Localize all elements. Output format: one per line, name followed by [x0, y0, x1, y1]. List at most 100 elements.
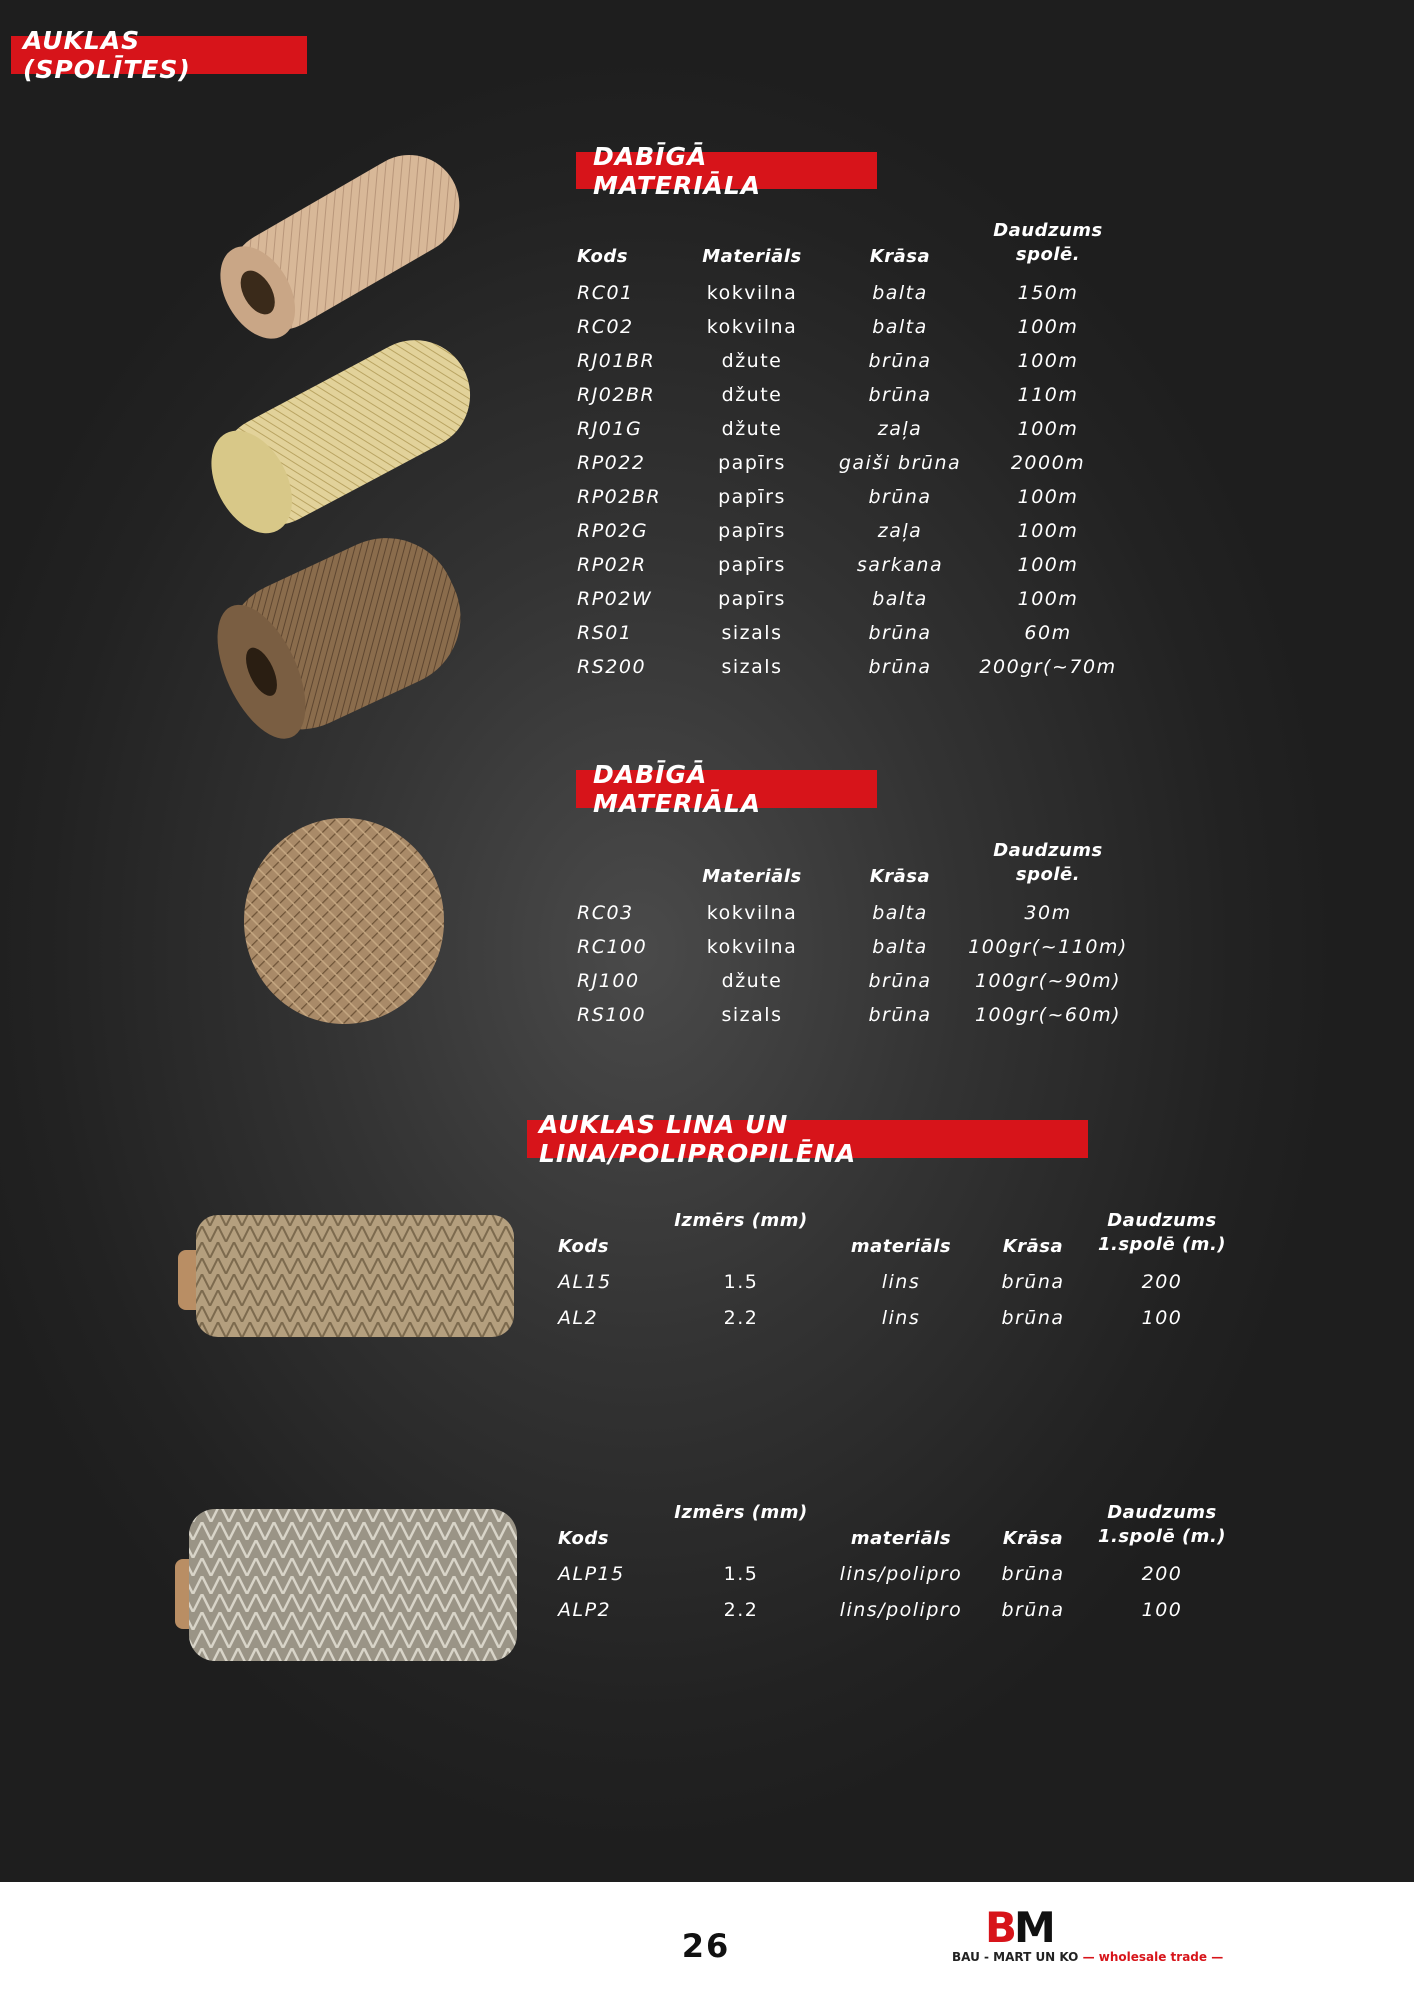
- table-cell: ALP2: [558, 1599, 612, 1621]
- page-number: 26: [681, 1927, 731, 1965]
- table-cell: balta: [872, 282, 928, 304]
- table-cell: brūna: [1001, 1271, 1065, 1293]
- table-cell: 100m: [1017, 554, 1079, 576]
- table-cell: 1.5: [723, 1271, 759, 1293]
- table-cell: 100m: [1017, 418, 1079, 440]
- table-cell: RC01: [577, 282, 634, 304]
- cotton-spool: [220, 155, 460, 339]
- table-cell: lins: [881, 1271, 921, 1293]
- table-cell: RJ02BR: [577, 384, 656, 406]
- column-header: Krāsa: [1002, 1236, 1064, 1257]
- table-cell: brūna: [1001, 1563, 1065, 1585]
- table-cell: 100m: [1017, 520, 1079, 542]
- table-cell: brūna: [868, 622, 932, 644]
- column-header: Izmērs (mm): [674, 1502, 808, 1523]
- table-cell: RS200: [577, 656, 647, 678]
- table-cell: ALP15: [558, 1563, 625, 1585]
- table-cell: sizals: [721, 622, 783, 644]
- logo-mark: BM: [985, 1903, 1056, 1952]
- section2-title: DABĪGĀ MATERIĀLA: [576, 760, 877, 818]
- table-cell: RP02R: [577, 554, 647, 576]
- table-cell: AL2: [558, 1307, 599, 1329]
- table-cell: 200: [1141, 1563, 1183, 1585]
- table-cell: sarkana: [856, 554, 944, 576]
- page-title: AUKLAS (SPOLĪTES): [11, 26, 307, 84]
- table-cell: 60m: [1024, 622, 1072, 644]
- table-cell: 200: [1141, 1271, 1183, 1293]
- table-cell: RC03: [577, 902, 634, 924]
- table-cell: 100gr(~110m): [968, 936, 1128, 958]
- table-cell: balta: [872, 936, 928, 958]
- table-cell: zaļa: [877, 418, 923, 440]
- table-cell: papīrs: [718, 520, 786, 542]
- table-cell: balta: [872, 316, 928, 338]
- column-header: Kods: [558, 1528, 609, 1549]
- table-cell: 2.2: [723, 1307, 759, 1329]
- table-cell: lins/polipro: [839, 1563, 963, 1585]
- table-cell: brūna: [868, 970, 932, 992]
- column-header: Kods: [577, 246, 628, 267]
- table-cell: RJ01BR: [577, 350, 656, 372]
- table-cell: džute: [721, 418, 783, 440]
- table-cell: kokvilna: [706, 902, 798, 924]
- table-cell: AL15: [558, 1271, 612, 1293]
- column-header: Izmērs (mm): [674, 1210, 808, 1231]
- table-cell: balta: [872, 588, 928, 610]
- linen-polypro-spool-image: [175, 1509, 517, 1661]
- section1-title: DABĪGĀ MATERIĀLA: [576, 142, 877, 200]
- table-cell: kokvilna: [706, 316, 798, 338]
- table-cell: papīrs: [718, 486, 786, 508]
- table-cell: 100: [1141, 1307, 1183, 1329]
- table-cell: 100: [1141, 1599, 1183, 1621]
- table-cell: 30m: [1024, 902, 1072, 924]
- table-cell: 100m: [1017, 486, 1079, 508]
- table-cell: sizals: [721, 1004, 783, 1026]
- table-cell: papīrs: [718, 452, 786, 474]
- table-cell: brūna: [868, 486, 932, 508]
- table-cell: RP022: [577, 452, 646, 474]
- table-cell: kokvilna: [706, 936, 798, 958]
- linen-spool-image: [178, 1215, 514, 1337]
- table-cell: kokvilna: [706, 282, 798, 304]
- table-cell: RP02G: [577, 520, 649, 542]
- table-cell: RJ01G: [577, 418, 643, 440]
- column-header: materiāls: [850, 1528, 952, 1549]
- table-cell: 1.5: [723, 1563, 759, 1585]
- table-cell: lins/polipro: [839, 1599, 963, 1621]
- table-cell: balta: [872, 902, 928, 924]
- column-header: Materiāls: [702, 866, 802, 887]
- table-cell: lins: [881, 1307, 921, 1329]
- column-header: Daudzums 1.spolē (m.): [1097, 1210, 1227, 1255]
- table-cell: 110m: [1017, 384, 1079, 406]
- table-cell: 150m: [1017, 282, 1079, 304]
- table-cell: džute: [721, 384, 783, 406]
- table-cell: zaļa: [877, 520, 923, 542]
- table-cell: 100m: [1017, 588, 1079, 610]
- footer: 26 BM BAU - MART UN KO — wholesale trade…: [0, 1882, 1414, 2000]
- column-header: Krāsa: [1002, 1528, 1064, 1549]
- table-cell: gaiši brūna: [838, 452, 962, 474]
- table-cell: RP02W: [577, 588, 653, 610]
- table-cell: 2000m: [1010, 452, 1086, 474]
- column-header: Daudzums 1.spolē (m.): [1097, 1502, 1227, 1547]
- table-cell: 100m: [1017, 316, 1079, 338]
- table-cell: brūna: [868, 1004, 932, 1026]
- table-cell: RC02: [577, 316, 634, 338]
- company-name: BAU - MART UN KO — wholesale trade —: [952, 1950, 1224, 1964]
- table-cell: džute: [721, 970, 783, 992]
- table-cell: džute: [721, 350, 783, 372]
- table-cell: 100gr(~90m): [974, 970, 1122, 992]
- column-header: Krāsa: [869, 866, 931, 887]
- table-cell: papīrs: [718, 588, 786, 610]
- column-header: Daudzums spolē.: [993, 220, 1103, 265]
- table-cell: brūna: [1001, 1307, 1065, 1329]
- table-cell: 200gr(~70m: [979, 656, 1117, 678]
- table-cell: brūna: [868, 656, 932, 678]
- table-cell: brūna: [868, 350, 932, 372]
- column-header: materiāls: [850, 1236, 952, 1257]
- table-cell: 100gr(~60m): [974, 1004, 1122, 1026]
- column-header: Krāsa: [869, 246, 931, 267]
- table-cell: RP02BR: [577, 486, 662, 508]
- sisal-spool: [211, 340, 471, 534]
- column-header: Materiāls: [702, 246, 802, 267]
